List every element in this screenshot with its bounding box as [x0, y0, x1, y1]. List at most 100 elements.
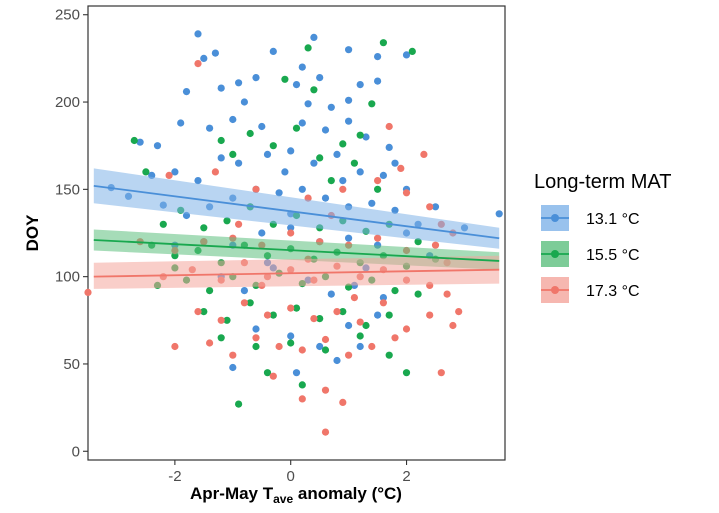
data-point-series-2: [194, 60, 202, 68]
data-point-series-0: [182, 88, 191, 96]
data-point-series-1: [327, 177, 335, 185]
trend-lines: [93, 184, 500, 278]
y-tick-label: 250: [55, 7, 80, 24]
data-point-series-1: [200, 308, 208, 316]
data-point-series-0: [327, 103, 335, 111]
data-point-series-0: [229, 115, 237, 124]
x-axis-title-subscript: ave: [273, 492, 293, 506]
data-point-series-0: [362, 133, 370, 141]
y-tick-label: 150: [55, 181, 80, 198]
data-point-series-2: [379, 299, 387, 307]
data-point-series-1: [339, 308, 347, 316]
data-point-series-0: [287, 147, 295, 155]
data-point-series-0: [368, 199, 376, 207]
data-point-series-1: [321, 346, 330, 354]
data-point-series-0: [333, 356, 341, 365]
data-point-series-2: [298, 346, 306, 354]
legend-title: Long-term MAT: [534, 171, 671, 193]
data-point-series-0: [292, 81, 301, 89]
data-point-series-0: [385, 143, 393, 151]
data-point-series-2: [437, 369, 445, 377]
data-point-series-0: [310, 33, 318, 42]
legend: Long-term MAT 13.1 °C 15.5 °C 17.3 °C: [534, 171, 671, 303]
data-point-series-0: [263, 150, 272, 158]
data-point-series-0: [374, 53, 382, 61]
data-point-series-1: [368, 100, 376, 108]
data-point-series-0: [217, 84, 225, 92]
legend-key-point-0: [551, 214, 559, 222]
data-point-series-2: [321, 428, 330, 436]
data-point-series-2: [339, 185, 347, 193]
data-point-series-2: [240, 299, 248, 307]
data-point-series-0: [379, 171, 387, 179]
data-point-series-1: [292, 124, 301, 132]
data-point-series-0: [316, 74, 324, 82]
legend-key-point-1: [551, 250, 559, 258]
data-point-series-0: [240, 98, 248, 106]
data-point-series-2: [275, 342, 283, 351]
data-point-series-1: [350, 159, 358, 167]
data-point-series-0: [206, 124, 214, 132]
data-point-series-2: [171, 342, 179, 351]
data-point-series-0: [431, 203, 440, 211]
data-point-series-1: [252, 342, 260, 351]
data-point-series-0: [345, 117, 353, 125]
data-point-series-0: [402, 51, 411, 59]
data-point-series-2: [206, 339, 214, 347]
x-axis: -2 0 2: [168, 460, 411, 485]
data-point-series-1: [385, 311, 393, 319]
data-point-series-0: [356, 81, 364, 89]
data-point-series-2: [402, 325, 411, 333]
data-point-series-0: [374, 77, 382, 85]
data-point-series-1: [391, 287, 399, 295]
legend-label-2: 17.3 °C: [586, 283, 640, 300]
data-point-series-2: [252, 334, 260, 342]
legend-label-0: 13.1 °C: [586, 211, 640, 228]
data-point-series-0: [345, 96, 353, 104]
data-point-series-0: [321, 194, 330, 202]
data-point-series-1: [235, 400, 243, 408]
data-point-series-1: [304, 44, 312, 52]
data-point-series-2: [321, 386, 330, 394]
data-point-series-2: [269, 372, 277, 380]
data-point-series-2: [385, 122, 393, 131]
data-point-series-1: [200, 224, 208, 232]
data-point-series-2: [391, 334, 399, 342]
data-point-series-2: [165, 171, 173, 179]
data-point-series-0: [298, 63, 306, 71]
data-point-series-1: [316, 315, 324, 323]
data-point-series-2: [345, 351, 353, 359]
data-point-series-2: [333, 308, 341, 316]
data-point-series-0: [333, 150, 341, 158]
data-point-series-2: [426, 203, 434, 211]
data-point-series-0: [339, 177, 347, 185]
data-point-series-1: [379, 39, 387, 47]
x-tick-label: 2: [402, 468, 410, 485]
trend-line-series-2: [93, 268, 500, 278]
y-axis: 0 50 100 150 200 250: [55, 7, 88, 460]
data-point-series-0: [235, 159, 243, 167]
data-point-series-2: [211, 168, 219, 176]
data-point-series-1: [292, 304, 301, 312]
data-point-series-2: [217, 316, 225, 324]
data-point-series-0: [495, 210, 503, 218]
data-point-series-1: [298, 381, 306, 389]
data-point-series-2: [455, 308, 463, 316]
data-point-series-0: [345, 46, 353, 54]
data-point-series-0: [356, 168, 364, 176]
data-point-series-1: [281, 75, 289, 83]
x-tick-label: -2: [168, 468, 181, 485]
data-point-series-2: [426, 311, 434, 319]
legend-label-1: 15.5 °C: [586, 247, 640, 264]
data-point-series-2: [449, 321, 457, 330]
data-point-series-2: [374, 234, 382, 242]
data-point-series-0: [171, 168, 179, 176]
data-point-series-1: [414, 290, 422, 298]
data-point-series-1: [269, 311, 277, 319]
data-point-series-0: [136, 138, 144, 146]
data-point-series-0: [321, 126, 330, 134]
data-point-series-2: [397, 164, 405, 172]
data-point-series-0: [229, 363, 237, 372]
data-point-series-2: [298, 395, 306, 403]
